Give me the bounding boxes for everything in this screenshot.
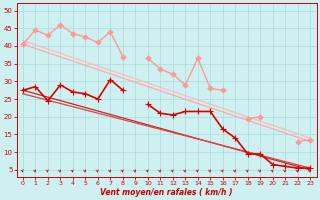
X-axis label: Vent moyen/en rafales ( km/h ): Vent moyen/en rafales ( km/h ) bbox=[100, 188, 233, 197]
